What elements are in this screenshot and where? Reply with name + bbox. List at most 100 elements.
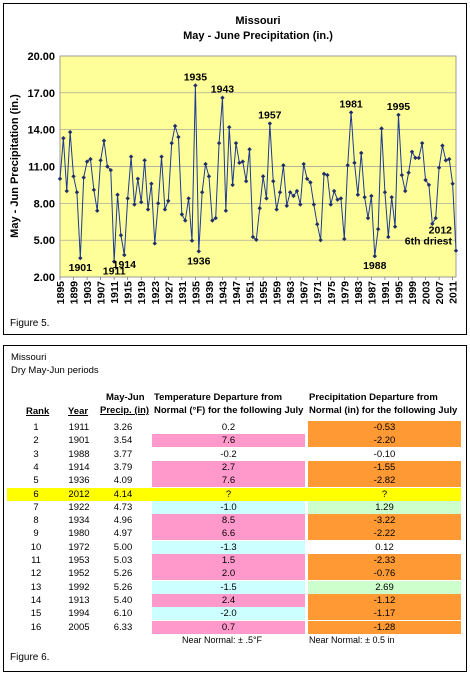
footnote-precip: Near Normal: ± 0.5 in	[309, 635, 395, 645]
data-point	[210, 218, 215, 223]
cell-precip: 5.00	[113, 541, 133, 553]
data-point	[243, 179, 249, 184]
data-point	[61, 136, 66, 141]
data-point	[64, 188, 69, 194]
cell-temp: 8.5	[152, 514, 305, 528]
cell-year: 1988	[68, 448, 90, 460]
table-row: 10 1972 5.00 -1.3 0.12	[4, 540, 468, 554]
gridlines	[59, 55, 456, 280]
x-tick-label: 1923	[150, 281, 162, 304]
annotation-label: 1988	[363, 260, 387, 272]
data-point	[301, 161, 306, 167]
header-pdep-line1: Precipitation Departure from	[309, 392, 438, 403]
cell-precip: 6.10	[113, 608, 133, 620]
data-point	[426, 182, 432, 188]
data-point	[291, 193, 296, 199]
data-point	[189, 238, 195, 243]
x-tick-label: 1971	[312, 281, 324, 304]
data-point	[348, 110, 354, 115]
cell-pdep: -1.17	[308, 607, 461, 621]
data-point	[318, 237, 323, 243]
x-tick-label: 1899	[69, 281, 81, 304]
cell-temp: ?	[152, 487, 305, 501]
cell-temp: 0.7	[152, 620, 305, 634]
cell-temp: -1.0	[152, 500, 305, 514]
data-point	[125, 196, 130, 201]
cell-precip: 3.54	[113, 435, 133, 447]
data-point	[315, 222, 320, 227]
figure-6-panel: Missouri Dry May-Jun periods Rank Year M…	[3, 345, 467, 672]
data-point	[447, 156, 452, 162]
cell-temp: -2.0	[152, 607, 305, 621]
cell-pdep: -3.22	[308, 514, 461, 528]
cell-rank: 15	[30, 608, 42, 620]
annotation-label: 1901	[69, 262, 93, 274]
table-row: 7 1922 4.73 -1.0 1.29	[4, 500, 468, 514]
data-point	[95, 208, 100, 213]
data-point	[342, 236, 347, 242]
table-row: 4 1914 3.79 2.7 -1.55	[4, 460, 468, 474]
x-tick-label: 2007	[434, 281, 446, 304]
table-subtitle: Dry May-Jun periods	[11, 365, 99, 376]
data-point	[216, 140, 222, 146]
y-tick-label: 17.00	[27, 88, 55, 100]
cell-precip: 3.26	[113, 422, 133, 433]
x-tick-label: 1983	[353, 281, 365, 304]
data-point	[196, 249, 201, 254]
data-point	[149, 181, 154, 186]
data-point	[450, 181, 455, 186]
annotation-label: 6th driest	[405, 236, 453, 248]
annotation-label: 1981	[339, 98, 363, 110]
data-point	[298, 202, 303, 207]
data-point	[440, 143, 445, 148]
cell-pdep: -1.12	[308, 593, 461, 607]
x-tick-labels: 1895 1899 1903 1907 1911 1915 1919 1923 1927 1931…	[55, 281, 460, 304]
data-point	[128, 154, 134, 159]
cell-precip: 5.40	[113, 594, 133, 606]
data-point	[260, 174, 266, 179]
cell-temp: 2.4	[152, 593, 305, 607]
y-tick-label: 14.00	[27, 125, 55, 137]
data-point	[321, 171, 327, 177]
data-point	[206, 174, 212, 179]
x-tick-label: 1927	[163, 281, 175, 304]
data-point	[311, 202, 317, 207]
data-point	[416, 155, 421, 161]
data-point	[392, 224, 398, 229]
x-tick-label: 1995	[393, 281, 405, 304]
data-point	[230, 182, 235, 188]
x-tick-label: 1987	[366, 281, 378, 304]
data-point	[436, 165, 442, 170]
table-row: 16 2005 6.33 0.7 -1.28	[4, 620, 468, 634]
cell-year: 1953	[68, 555, 90, 566]
x-tick-label: 1919	[136, 281, 148, 304]
data-point	[403, 188, 408, 194]
cell-rank: 1	[33, 422, 39, 433]
data-point	[203, 161, 208, 167]
table-row: 15 1994 6.10 -2.0 -1.17	[4, 607, 468, 621]
x-tick-label: 1907	[96, 281, 108, 304]
x-tick-label: 1955	[258, 281, 270, 304]
cell-rank: 16	[30, 621, 42, 633]
data-point	[183, 218, 188, 223]
annotation-label: 1957	[258, 110, 282, 122]
data-point	[135, 176, 141, 181]
data-point	[284, 203, 289, 208]
data-point	[375, 226, 381, 232]
data-point	[331, 188, 337, 194]
header-precip-line1: May-Jun	[106, 392, 145, 403]
chart-subtitle: May - June Precipitation (in.)	[183, 30, 333, 42]
table-row: 1 1911 3.26 0.2 -0.53	[4, 421, 468, 434]
header-temp-line1: Temperature Departure from	[154, 392, 283, 403]
data-point	[159, 154, 164, 159]
data-point	[379, 126, 384, 131]
data-point	[369, 193, 374, 199]
annotation-label: 1936	[187, 255, 211, 267]
x-tick-label: 2003	[421, 281, 433, 304]
x-tick-label: 1967	[299, 281, 311, 304]
cell-precip: 4.97	[113, 528, 133, 540]
data-point	[359, 150, 364, 156]
cell-temp: 7.6	[152, 474, 305, 488]
data-points	[57, 83, 459, 264]
data-point	[362, 194, 367, 200]
